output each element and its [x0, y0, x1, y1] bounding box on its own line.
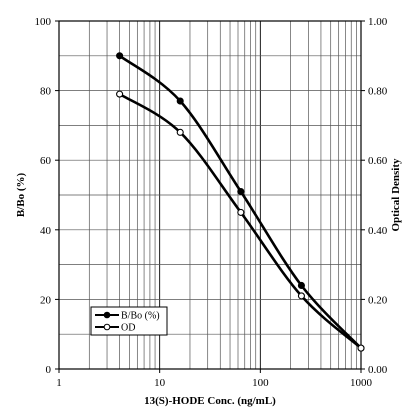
y-left-tick-labels: 0 20 40 60 80 100	[35, 16, 52, 376]
data-point-od	[176, 128, 184, 136]
data-point-od	[116, 90, 124, 98]
y-right-tick-label: 0.20	[368, 294, 388, 306]
y-left-tick-label: 0	[46, 364, 52, 376]
y-left-tick-label: 100	[35, 16, 52, 28]
legend-marker-od	[103, 323, 111, 331]
y-right-tick-label: 1.00	[368, 16, 388, 28]
x-axis-title: 13(S)-HODE Conc. (ng/mL)	[144, 395, 276, 407]
y-left-tick-label: 40	[40, 225, 52, 237]
y-right-tick-label: 0.60	[368, 155, 388, 167]
y-left-tick-label: 80	[40, 86, 52, 98]
y-axis-title-left: B/Bo (%)	[15, 173, 27, 218]
legend-label-bbo: B/Bo (%)	[121, 311, 160, 322]
x-tick-label: 1000	[350, 377, 373, 389]
data-point-bbo	[237, 187, 245, 196]
series-line-bbo	[118, 54, 362, 350]
x-tick-label: 1	[56, 377, 62, 389]
data-point-bbo	[116, 52, 124, 60]
series-layer	[116, 52, 365, 352]
legend: B/Bo (%)OD	[90, 306, 168, 336]
grid	[59, 21, 361, 369]
y-right-tick-label: 0.80	[368, 86, 388, 98]
x-tick-label: 100	[252, 377, 269, 389]
plot-frame	[58, 20, 362, 370]
data-point-od	[297, 292, 305, 300]
legend-label-od: OD	[121, 323, 135, 334]
y-right-tick-label: 0.40	[368, 225, 388, 237]
y-left-tick-label: 60	[40, 155, 52, 167]
data-point-od	[237, 208, 245, 216]
data-point-od	[357, 344, 365, 352]
data-point-bbo	[176, 97, 184, 105]
legend-box	[90, 306, 168, 336]
data-point-bbo	[297, 281, 305, 290]
y-axis-title-right: Optical Density	[390, 158, 402, 232]
y-left-tick-label: 20	[40, 294, 52, 306]
tick-marks	[55, 20, 365, 373]
x-tick-label: 10	[154, 377, 166, 389]
y-right-tick-labels: 0.00 0.20 0.40 0.60 0.80 1.00	[368, 16, 388, 376]
legend-marker-bbo	[103, 311, 111, 319]
y-right-tick-label: 0.00	[368, 364, 388, 376]
x-tick-labels: 1 10 100 1000	[56, 377, 372, 389]
